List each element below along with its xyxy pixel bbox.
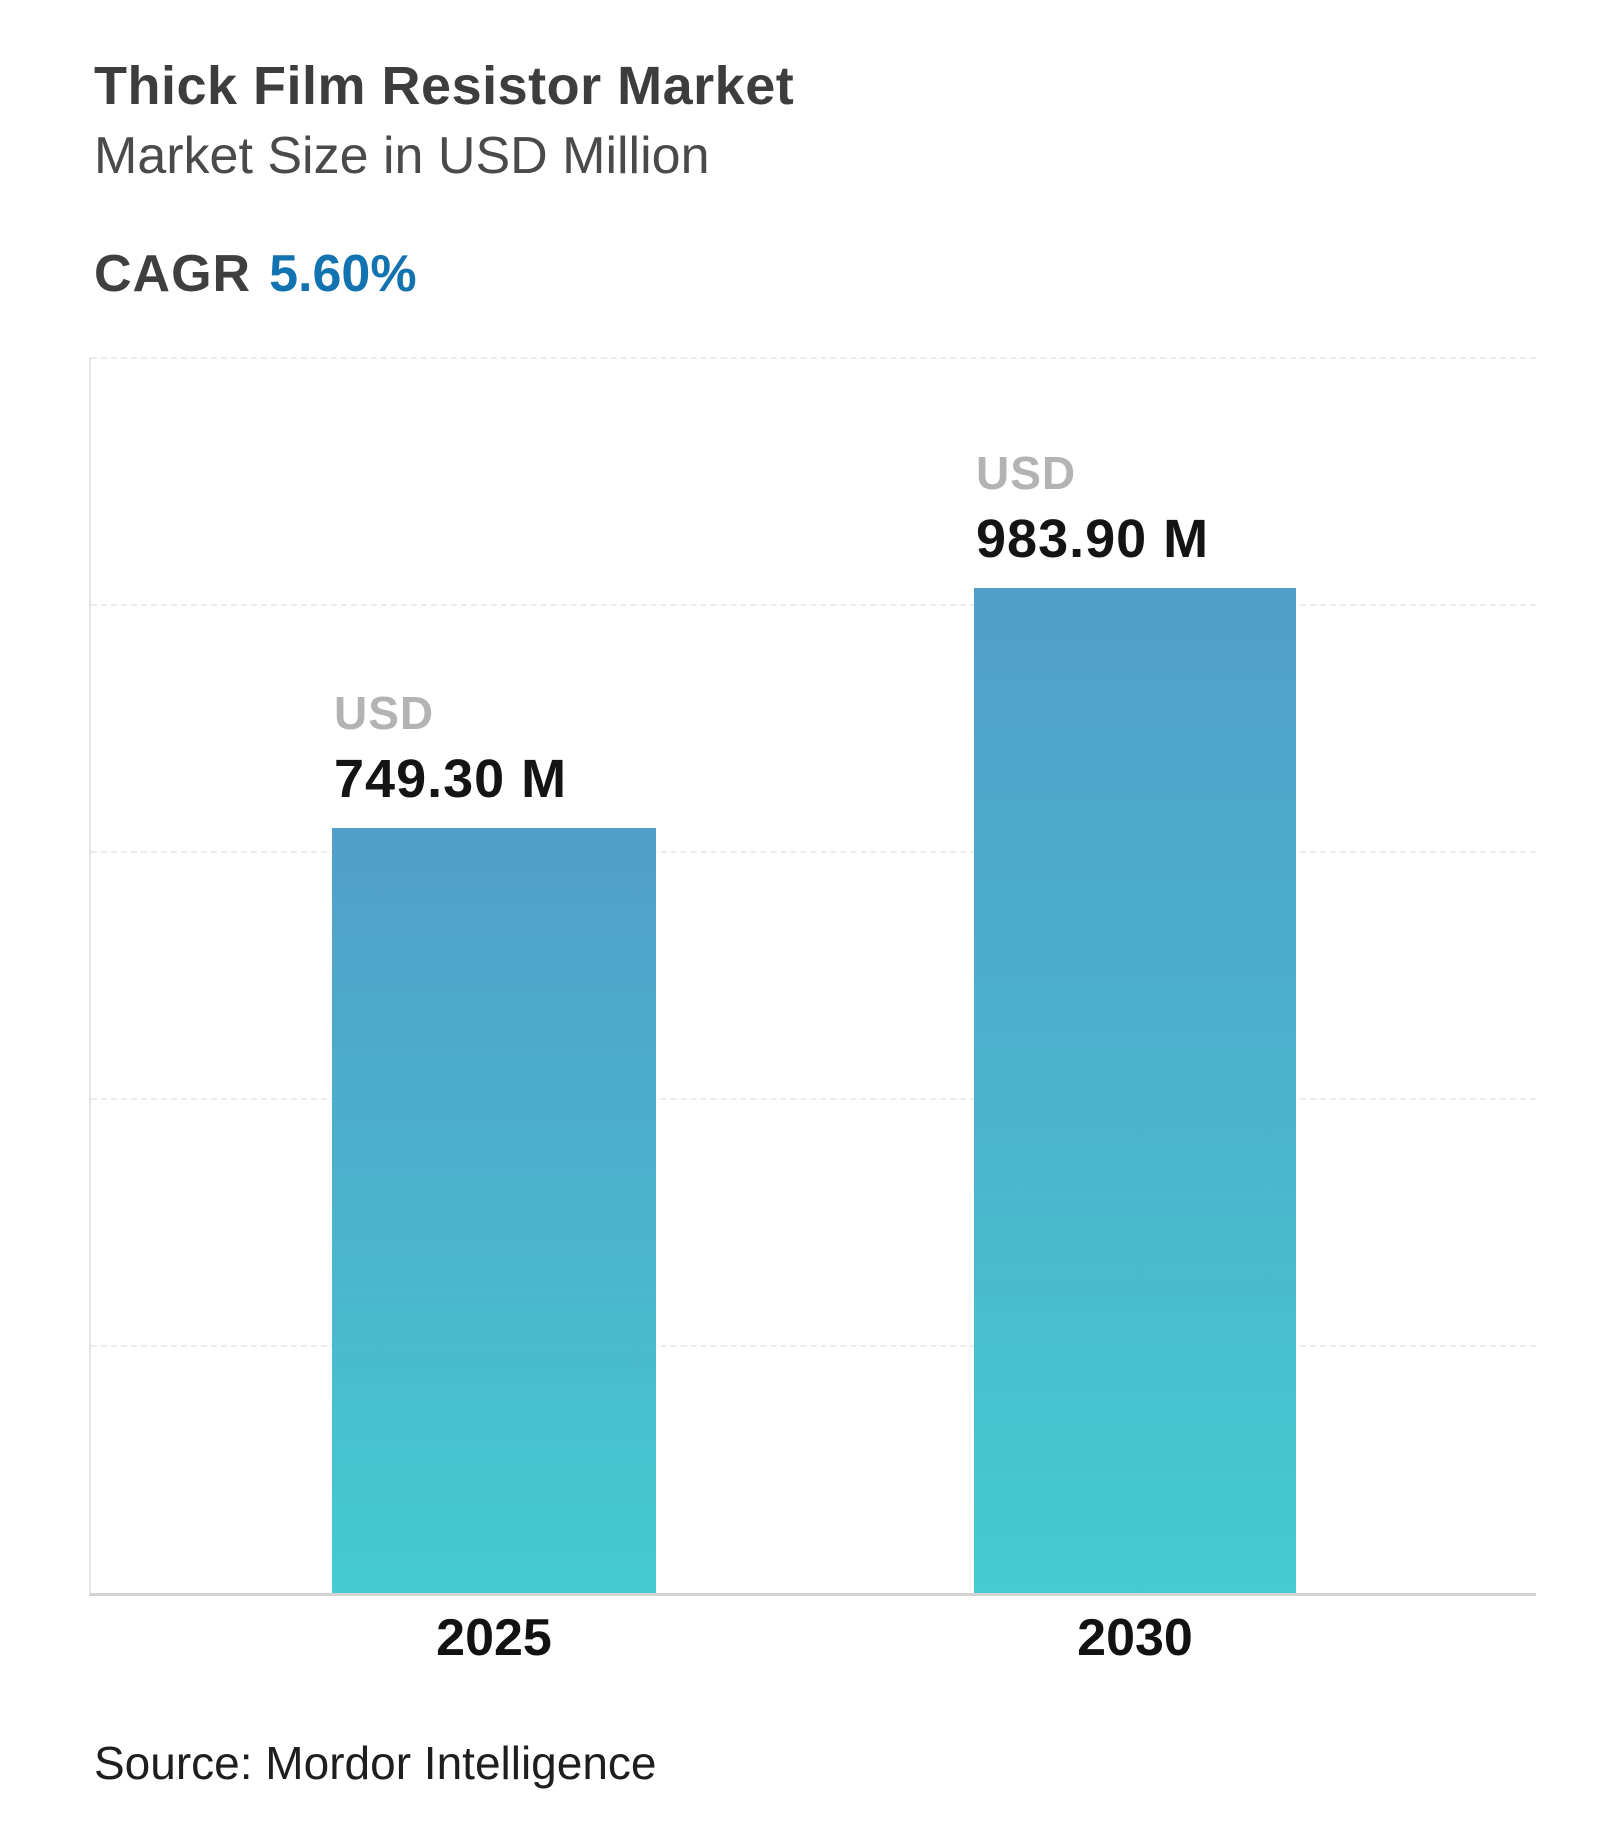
bar-value-label: 749.30 M [334, 748, 568, 809]
bar-value-label: 983.90 M [976, 508, 1210, 569]
gridline [91, 1098, 1536, 1100]
bar-currency-label: USD [976, 446, 1077, 499]
gridline [91, 604, 1536, 606]
chart-subtitle: Market Size in USD Million [94, 126, 710, 185]
gridline [91, 357, 1536, 359]
cagr-line: CAGR 5.60% [94, 243, 794, 305]
bar-group-2025: USD 749.30 M 2025 [332, 357, 656, 1667]
plot-area: USD 749.30 M 2025 USD 983.90 M 2030 [89, 357, 1536, 1667]
bar-group-2030: USD 983.90 M 2030 [974, 357, 1296, 1667]
bar-callout-2025: USD 749.30 M [334, 690, 656, 806]
x-tick-2030: 2030 [1077, 1609, 1193, 1667]
x-tick-2025: 2025 [436, 1609, 552, 1667]
bar-currency-label: USD [334, 686, 435, 739]
source-note: Source: Mordor Intelligence [94, 1737, 657, 1789]
gridline [91, 851, 1536, 853]
gridline [91, 1345, 1536, 1347]
bar-2025 [332, 827, 656, 1593]
cagr-value: 5.60% [269, 245, 417, 304]
cagr-label: CAGR [94, 245, 252, 304]
bar-callout-2030: USD 983.90 M [976, 450, 1296, 566]
chart-title: Thick Film Resistor Market [94, 56, 795, 116]
chart-header: Thick Film Resistor Market Market Size i… [94, 54, 794, 306]
bar-2030 [974, 587, 1296, 1593]
